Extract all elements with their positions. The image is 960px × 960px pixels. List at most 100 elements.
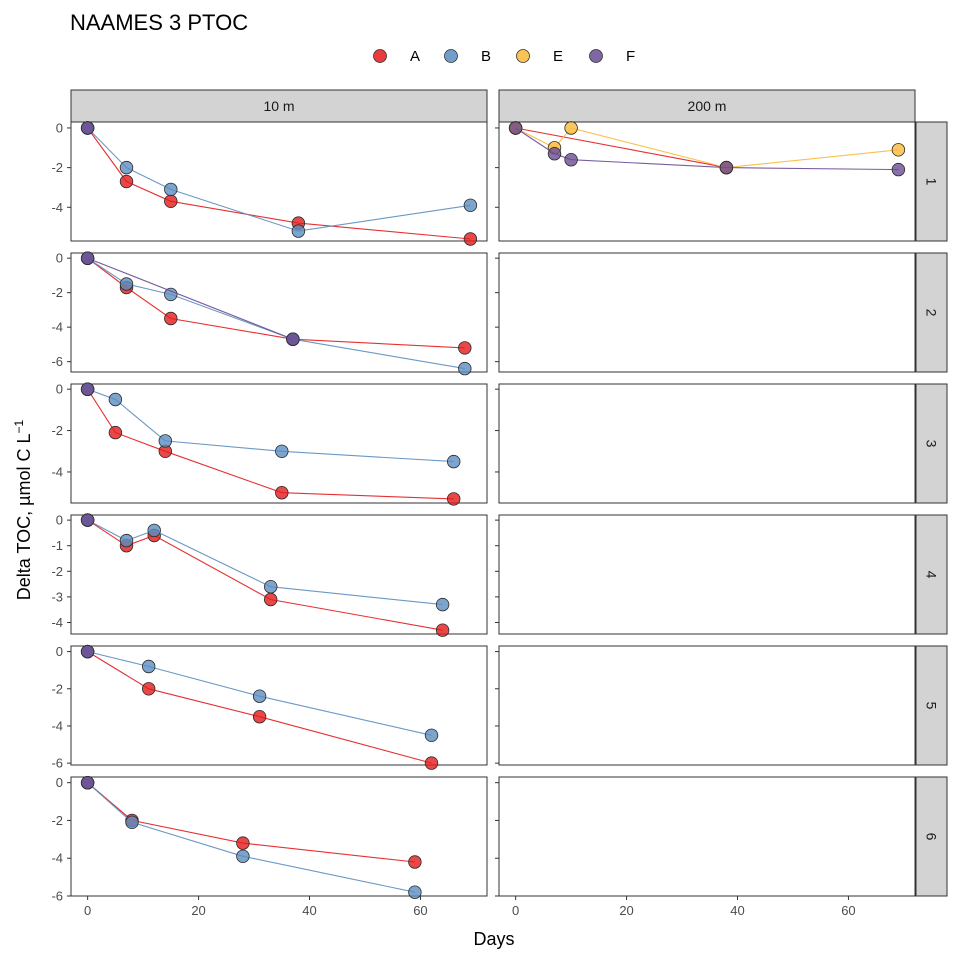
y-tick-label: -4	[51, 615, 63, 630]
data-point	[164, 194, 178, 209]
chart-title: NAAMES 3 PTOC	[70, 10, 248, 35]
data-point	[141, 659, 156, 674]
panel-background	[498, 121, 916, 242]
x-tick-label: 20	[619, 903, 633, 918]
y-tick-label: -4	[51, 464, 63, 479]
panel-200m-row-4	[495, 514, 916, 635]
panel-200m-row-5	[495, 645, 916, 766]
strip-background	[915, 121, 948, 242]
strip-label: 3	[924, 440, 940, 448]
legend-label: A	[410, 48, 420, 65]
data-point	[264, 592, 278, 607]
panel-200m-row-2	[495, 252, 916, 373]
y-tick-label: 0	[56, 644, 63, 659]
x-tick-label: 40	[730, 903, 744, 918]
data-point	[164, 182, 178, 197]
series-f	[80, 644, 95, 659]
y-tick-label: 0	[56, 382, 63, 397]
data-point	[291, 224, 306, 238]
series-f	[80, 776, 95, 790]
column-strip-10m: 10 m	[70, 89, 488, 123]
data-point	[424, 728, 439, 743]
data-point	[108, 425, 123, 440]
x-axis-title: Days	[473, 929, 514, 949]
data-point	[80, 382, 95, 396]
legend-swatch	[373, 49, 387, 63]
series-f	[80, 513, 95, 527]
series-b	[80, 382, 461, 469]
data-point	[147, 523, 161, 538]
panel-10m-row-2: 0 -2 -4 -6	[51, 251, 488, 376]
column-strip-200m: 200 m	[498, 89, 916, 123]
legend-label: F	[626, 48, 635, 65]
data-point	[80, 251, 95, 265]
panel-background	[498, 645, 916, 766]
y-axis-title: Delta TOC, µmol C L−1	[12, 419, 34, 600]
x-tick-label: 60	[413, 903, 427, 918]
x-axis-title-group: Days	[473, 929, 514, 949]
strip-label: 10 m	[263, 98, 294, 114]
strip-background	[915, 514, 948, 635]
data-point	[119, 174, 134, 189]
y-tick-label: -4	[51, 851, 63, 866]
data-point	[408, 885, 422, 899]
strip-background	[498, 89, 916, 123]
data-point	[80, 121, 95, 135]
legend-item-e: E	[516, 48, 563, 65]
series-f	[508, 121, 906, 177]
y-tick-label: -6	[51, 889, 63, 904]
strip-background	[70, 89, 488, 123]
strip-label: 5	[924, 702, 940, 710]
data-point	[463, 198, 478, 213]
data-point	[286, 332, 300, 346]
panel-200m-row-6: 0 20 40 60	[495, 776, 916, 918]
data-point	[119, 533, 134, 548]
data-point	[891, 143, 906, 157]
y-tick-label: 0	[56, 775, 63, 790]
strip-label: 4	[924, 571, 940, 579]
y-tick-label: -4	[51, 718, 63, 733]
series-line	[515, 127, 727, 169]
data-point	[447, 454, 461, 469]
legend-label: B	[481, 48, 491, 65]
data-point	[458, 341, 472, 355]
legend-label: E	[553, 48, 563, 65]
panel-200m-row-1	[495, 121, 916, 242]
x-tick-label: 0	[512, 903, 519, 918]
data-point	[463, 232, 478, 246]
data-point	[119, 160, 134, 175]
series-line	[87, 782, 416, 893]
data-point	[236, 836, 250, 850]
y-tick-label: -6	[51, 756, 63, 771]
y-axis-title-superscript: −1	[12, 419, 26, 433]
legend-swatch	[516, 49, 530, 63]
panel-10m-row-4: 0 -1 -2 -3 -4	[51, 513, 488, 637]
y-tick-label: -1	[51, 538, 63, 553]
series-b	[80, 644, 439, 743]
series-line	[87, 257, 294, 340]
data-point	[447, 492, 461, 506]
data-point	[108, 392, 123, 407]
panel-background	[498, 776, 916, 897]
strip-background	[915, 645, 948, 766]
data-point	[119, 277, 134, 291]
data-point	[164, 287, 178, 302]
series-line	[87, 651, 432, 736]
strip-background	[915, 383, 948, 504]
data-point	[275, 444, 289, 459]
panel-background	[70, 252, 488, 373]
row-strip-1: 1	[915, 121, 948, 242]
panel-background	[498, 514, 916, 635]
data-point	[80, 776, 95, 790]
y-tick-label: -4	[51, 200, 63, 215]
y-tick-label: 0	[56, 120, 63, 135]
y-tick-label: -2	[51, 423, 63, 438]
y-tick-label: -2	[51, 564, 63, 579]
row-strip-4: 4	[915, 514, 948, 635]
data-point	[435, 623, 450, 637]
panel-200m-row-3	[495, 383, 916, 504]
y-axis-title-main: Delta TOC, µmol C L	[14, 433, 34, 600]
legend-swatch	[444, 49, 458, 63]
y-tick-label: -2	[51, 813, 63, 828]
